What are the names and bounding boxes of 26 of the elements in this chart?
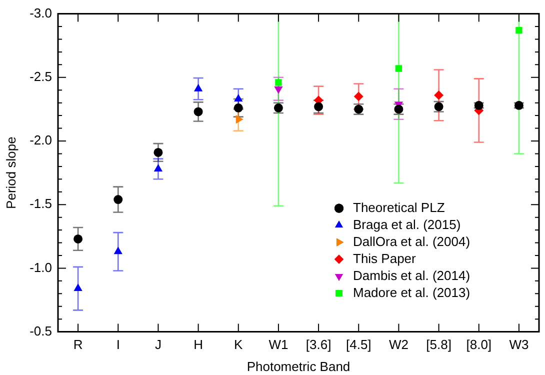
x-tick-label: W3 xyxy=(509,337,529,352)
x-tick-label: I xyxy=(116,337,120,352)
x-tick-label: [8.0] xyxy=(466,337,492,352)
legend-label: Madore et al. (2013) xyxy=(353,284,470,300)
x-tick-label: K xyxy=(234,337,244,352)
y-tick-label: -2.0 xyxy=(30,132,52,148)
x-axis-title: Photometric Band xyxy=(246,358,350,374)
x-tick-label: [5.8] xyxy=(426,337,452,352)
legend-label: DallOra et al. (2004) xyxy=(353,234,470,249)
legend-label: This Paper xyxy=(353,250,417,266)
x-tick-label: [4.5] xyxy=(346,337,372,352)
y-tick-label: -3.0 xyxy=(30,5,52,20)
legend-label: Theoretical PLZ xyxy=(353,200,445,215)
x-tick-label: W2 xyxy=(388,337,408,352)
legend-label: Dambis et al. (2014) xyxy=(353,268,470,283)
y-tick-label: -0.5 xyxy=(30,323,52,338)
x-tick-label: W1 xyxy=(268,337,288,352)
y-tick-label: -1.5 xyxy=(30,196,52,212)
x-tick-label: H xyxy=(194,337,203,352)
legend-label: Braga et al. (2015) xyxy=(353,216,461,232)
x-tick-label: J xyxy=(154,337,162,352)
x-tick-label: R xyxy=(73,337,83,352)
y-axis-title: Period slope xyxy=(3,136,18,209)
y-tick-label: -2.5 xyxy=(30,68,52,84)
y-tick-label: -1.0 xyxy=(30,260,52,275)
x-tick-label: [3.6] xyxy=(306,337,332,352)
